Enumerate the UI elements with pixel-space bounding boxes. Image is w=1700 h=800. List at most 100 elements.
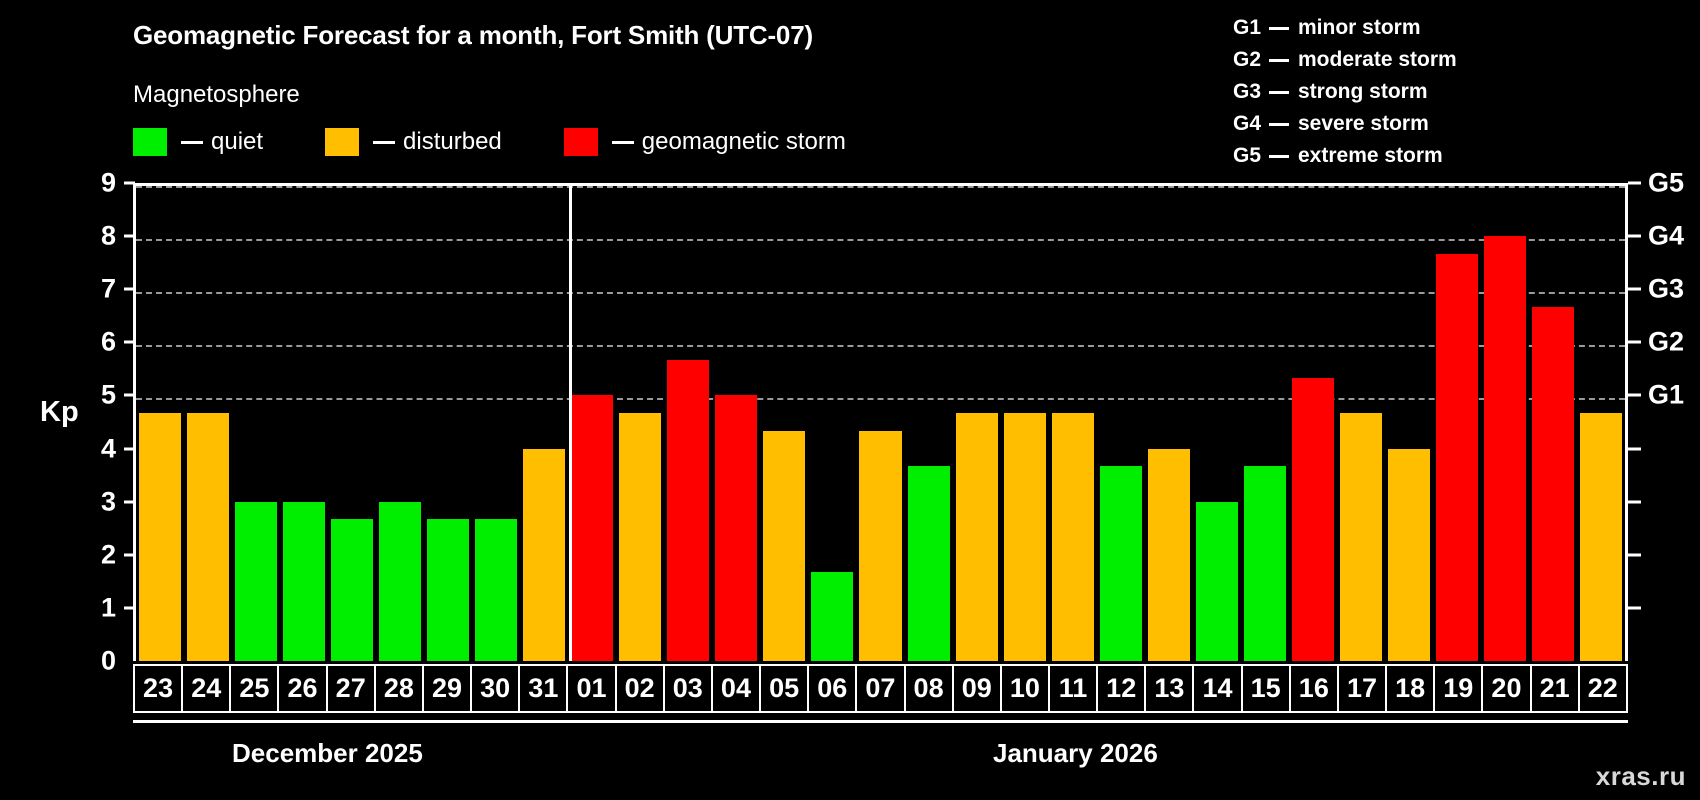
storm-scale-row-g4: G4 severe storm	[1233, 108, 1457, 140]
day-label-20[interactable]: 20	[1483, 666, 1532, 711]
legend-label-storm: geomagnetic storm	[641, 128, 846, 155]
bar-day-26[interactable]	[283, 501, 326, 661]
bar-day-21[interactable]	[1531, 306, 1574, 661]
bar-cell[interactable]	[376, 186, 424, 661]
bar-day-16[interactable]	[1291, 377, 1334, 661]
bar-day-13[interactable]	[1147, 448, 1190, 661]
bar-cell[interactable]	[953, 186, 1001, 661]
day-label-31[interactable]: 31	[520, 666, 569, 711]
bar-day-04[interactable]	[715, 395, 758, 661]
bar-cell[interactable]	[1385, 186, 1433, 661]
bar-cell[interactable]	[808, 186, 856, 661]
bar-day-10[interactable]	[1003, 412, 1046, 661]
bar-day-28[interactable]	[379, 501, 422, 661]
bar-day-31[interactable]	[523, 448, 566, 661]
bar-day-25[interactable]	[235, 501, 278, 661]
day-label-21[interactable]: 21	[1532, 666, 1580, 711]
day-label-17[interactable]: 17	[1339, 666, 1388, 711]
day-label-06[interactable]: 06	[809, 666, 858, 711]
bar-cell[interactable]	[616, 186, 664, 661]
day-label-14[interactable]: 14	[1194, 666, 1243, 711]
bar-cell[interactable]	[1193, 186, 1241, 661]
bar-cell[interactable]	[568, 186, 616, 661]
bar-cell[interactable]	[1337, 186, 1385, 661]
day-label-11[interactable]: 11	[1050, 666, 1099, 711]
bar-day-11[interactable]	[1051, 412, 1094, 661]
day-label-05[interactable]: 05	[761, 666, 810, 711]
bar-cell[interactable]	[1001, 186, 1049, 661]
month-label-january: January 2026	[993, 738, 1158, 768]
bar-cell[interactable]	[472, 186, 520, 661]
bar-day-01[interactable]	[571, 395, 614, 661]
bar-day-07[interactable]	[859, 431, 902, 661]
bar-cell[interactable]	[1289, 186, 1337, 661]
bar-cell[interactable]	[760, 186, 808, 661]
bar-day-02[interactable]	[619, 412, 662, 661]
y-tick-label-2: 2	[100, 539, 116, 570]
bar-cell[interactable]	[905, 186, 953, 661]
bar-cell[interactable]	[1577, 186, 1625, 661]
bar-day-23[interactable]	[139, 412, 182, 661]
bar-cell[interactable]	[1529, 186, 1577, 661]
bar-day-20[interactable]	[1483, 236, 1526, 661]
plot-area	[133, 183, 1628, 661]
day-label-03[interactable]: 03	[665, 666, 713, 711]
bar-day-17[interactable]	[1339, 412, 1382, 661]
bar-day-19[interactable]	[1435, 253, 1478, 661]
day-label-16[interactable]: 16	[1291, 666, 1339, 711]
bar-day-03[interactable]	[667, 359, 710, 661]
bar-day-30[interactable]	[475, 519, 518, 661]
day-label-09[interactable]: 09	[954, 666, 1002, 711]
bar-day-18[interactable]	[1387, 448, 1430, 661]
bar-day-29[interactable]	[427, 519, 470, 661]
day-label-23[interactable]: 23	[135, 666, 184, 711]
day-label-18[interactable]: 18	[1387, 666, 1436, 711]
day-label-26[interactable]: 26	[279, 666, 328, 711]
bar-cell[interactable]	[280, 186, 328, 661]
bar-day-09[interactable]	[955, 412, 998, 661]
bar-cell[interactable]	[1145, 186, 1193, 661]
day-label-15[interactable]: 15	[1243, 666, 1291, 711]
bar-day-12[interactable]	[1099, 466, 1142, 661]
bar-cell[interactable]	[1481, 186, 1529, 661]
day-label-19[interactable]: 19	[1435, 666, 1484, 711]
day-label-29[interactable]: 29	[424, 666, 473, 711]
day-label-24[interactable]: 24	[183, 666, 232, 711]
bar-cell[interactable]	[712, 186, 760, 661]
bar-cell[interactable]	[1433, 186, 1481, 661]
bar-cell[interactable]	[184, 186, 232, 661]
bar-day-14[interactable]	[1195, 501, 1238, 661]
day-label-08[interactable]: 08	[906, 666, 954, 711]
day-label-12[interactable]: 12	[1098, 666, 1147, 711]
bar-day-08[interactable]	[907, 466, 950, 661]
day-label-28[interactable]: 28	[376, 666, 424, 711]
bar-cell[interactable]	[232, 186, 280, 661]
bar-cell[interactable]	[136, 186, 184, 661]
bar-cell[interactable]	[328, 186, 376, 661]
day-label-30[interactable]: 30	[472, 666, 521, 711]
day-label-01[interactable]: 01	[568, 666, 617, 711]
g-axis-label-g3: G3	[1648, 273, 1685, 304]
bar-day-06[interactable]	[811, 572, 854, 661]
day-label-27[interactable]: 27	[328, 666, 376, 711]
bar-day-05[interactable]	[763, 431, 806, 661]
day-label-07[interactable]: 07	[857, 666, 906, 711]
day-label-04[interactable]: 04	[713, 666, 762, 711]
bar-cell[interactable]	[424, 186, 472, 661]
bar-cell[interactable]	[1049, 186, 1097, 661]
bar-cell[interactable]	[856, 186, 904, 661]
day-label-22[interactable]: 22	[1587, 673, 1618, 703]
bar-day-22[interactable]	[1579, 412, 1622, 661]
bar-cell[interactable]	[1097, 186, 1145, 661]
bar-day-24[interactable]	[187, 412, 230, 661]
bar-cell[interactable]	[1241, 186, 1289, 661]
bar-cell[interactable]	[664, 186, 712, 661]
day-label-02[interactable]: 02	[617, 666, 665, 711]
bar-cell[interactable]	[520, 186, 568, 661]
bar-day-15[interactable]	[1243, 466, 1286, 661]
day-label-10[interactable]: 10	[1002, 666, 1050, 711]
day-label-13[interactable]: 13	[1146, 666, 1195, 711]
storm-scale-code: G4	[1233, 112, 1262, 135]
bar-day-27[interactable]	[331, 519, 374, 661]
day-label-25[interactable]: 25	[231, 666, 280, 711]
